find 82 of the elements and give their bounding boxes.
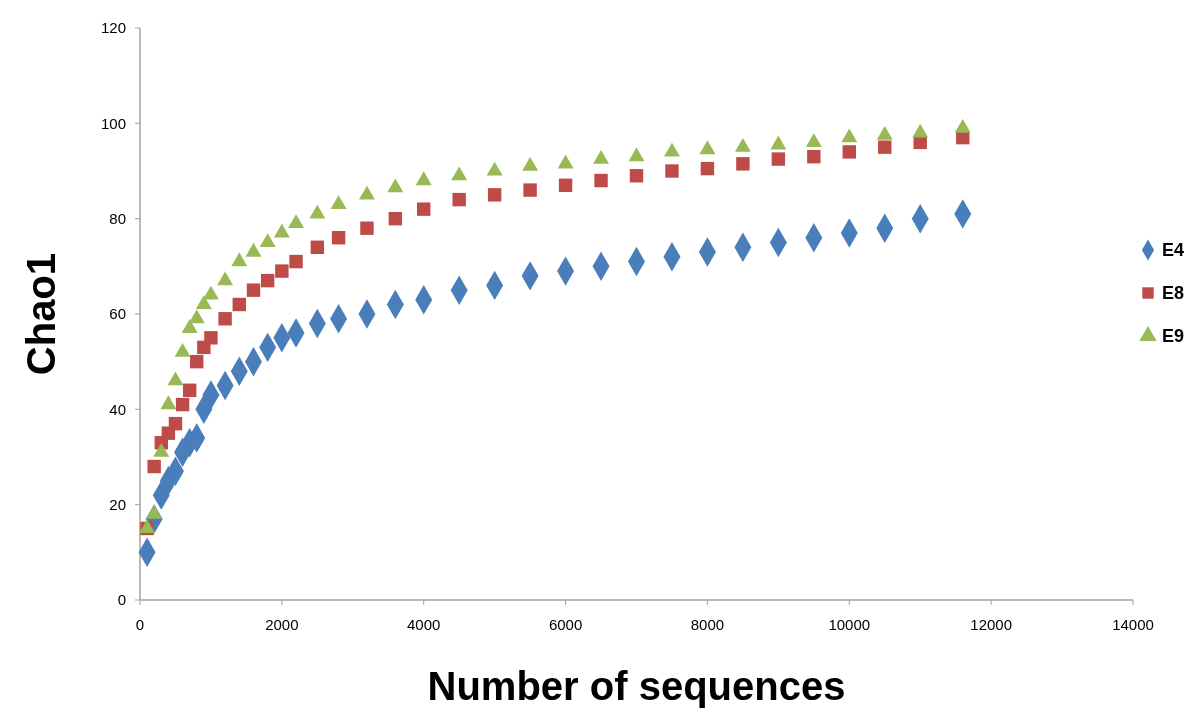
y-tick-label: 40 — [109, 400, 126, 418]
point — [700, 161, 715, 176]
point — [805, 133, 822, 147]
point — [770, 135, 787, 150]
point — [360, 221, 374, 235]
point — [330, 195, 347, 209]
point — [523, 183, 537, 197]
point — [878, 140, 892, 154]
point — [331, 231, 346, 245]
y-tick-label: 120 — [100, 19, 126, 37]
point — [232, 297, 247, 312]
point — [487, 188, 502, 202]
legend-label: E9 — [1162, 326, 1185, 347]
point — [452, 192, 466, 207]
x-tick-label: 8000 — [690, 616, 725, 633]
y-tick-label: 20 — [109, 495, 126, 513]
point — [289, 254, 303, 269]
point — [217, 271, 234, 286]
point — [876, 126, 893, 140]
x-tick-label: 12000 — [970, 616, 1012, 633]
point — [190, 354, 204, 369]
point — [387, 178, 404, 193]
point — [147, 459, 161, 474]
x-tick-label: 2000 — [265, 616, 299, 633]
point — [273, 223, 290, 238]
y-axis-title: Chao1 — [19, 252, 63, 376]
x-tick-label: 14000 — [1112, 616, 1154, 633]
point — [181, 319, 198, 333]
point — [288, 214, 305, 229]
point — [594, 173, 608, 188]
point — [629, 169, 644, 183]
point — [202, 285, 219, 300]
point — [204, 331, 218, 345]
x-axis-title: Number of sequences — [427, 664, 846, 708]
legend-label: E8 — [1162, 283, 1185, 304]
point — [309, 204, 326, 219]
point — [734, 137, 751, 152]
point — [246, 283, 261, 297]
x-tick-label: 4000 — [407, 616, 441, 633]
point — [259, 233, 276, 248]
point — [310, 240, 325, 254]
point — [807, 149, 821, 164]
x-tick-label: 0 — [135, 616, 145, 633]
point — [218, 312, 232, 326]
point — [699, 140, 716, 155]
point — [415, 171, 432, 186]
point — [522, 157, 539, 171]
y-tick-label: 0 — [117, 591, 126, 609]
point — [736, 157, 750, 171]
point — [954, 118, 971, 133]
point — [245, 242, 262, 257]
point — [231, 252, 248, 267]
point — [359, 185, 375, 200]
y-tick-label: 80 — [109, 209, 126, 227]
legend-label: E4 — [1162, 240, 1185, 261]
x-tick-label: 10000 — [828, 616, 871, 633]
point — [628, 147, 645, 162]
point — [175, 397, 190, 412]
y-tick-label: 60 — [109, 305, 126, 323]
point — [558, 178, 573, 193]
y-tick-label: 100 — [100, 114, 126, 132]
point — [188, 309, 205, 324]
point — [664, 142, 680, 157]
point — [167, 371, 184, 386]
point — [195, 295, 212, 310]
point — [771, 152, 786, 166]
point — [260, 273, 275, 288]
point — [593, 149, 609, 164]
point — [275, 264, 289, 278]
point — [486, 161, 503, 176]
x-tick-label: 6000 — [548, 616, 583, 633]
point — [182, 383, 197, 397]
point — [841, 128, 858, 143]
point — [388, 211, 403, 226]
point — [160, 395, 177, 410]
point — [912, 123, 929, 138]
point — [451, 166, 468, 181]
point — [842, 145, 856, 159]
point — [417, 202, 431, 216]
point — [557, 154, 574, 169]
point — [665, 164, 679, 178]
point — [168, 416, 183, 431]
